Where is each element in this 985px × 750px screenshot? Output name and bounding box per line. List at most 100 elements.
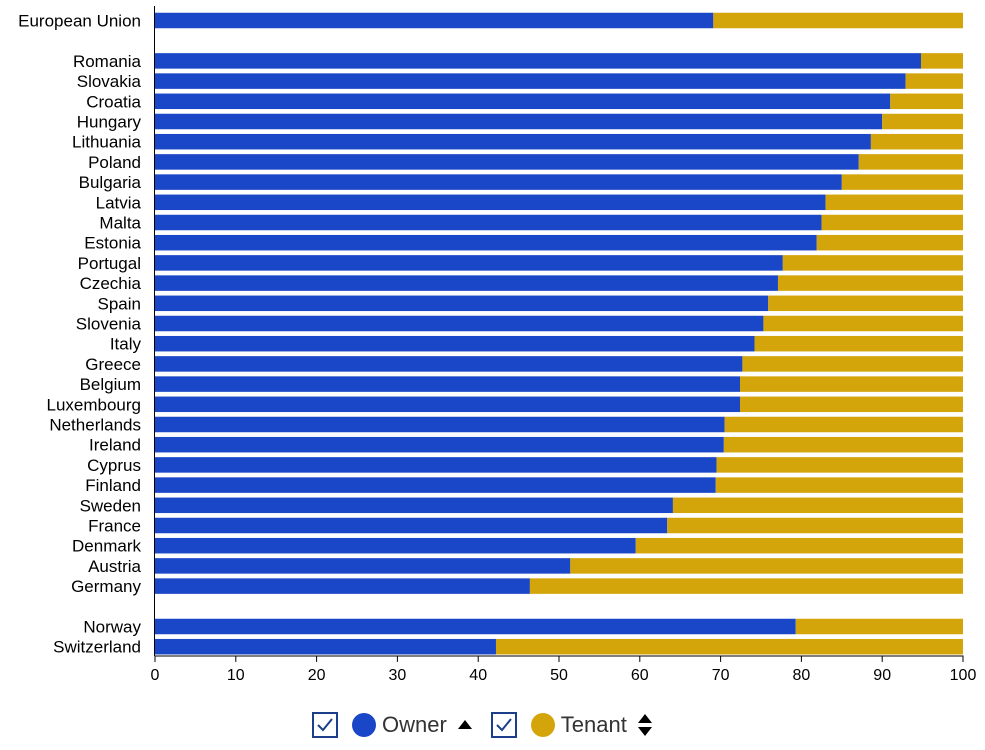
- bar-owner[interactable]: [155, 113, 883, 130]
- bar-owner[interactable]: [155, 73, 906, 89]
- category-label: Lithuania: [72, 133, 142, 152]
- bar-tenant[interactable]: [870, 133, 963, 150]
- bar-tenant[interactable]: [529, 578, 963, 594]
- bar-tenant[interactable]: [858, 154, 963, 170]
- category-label: Slovakia: [77, 72, 142, 91]
- bar-owner[interactable]: [155, 335, 755, 352]
- x-tick-label: 70: [712, 667, 730, 684]
- legend-item-tenant[interactable]: Tenant: [490, 712, 653, 738]
- bar-owner[interactable]: [155, 436, 724, 453]
- tenant-checkbox[interactable]: [490, 712, 517, 738]
- bar-owner[interactable]: [155, 578, 530, 594]
- bar-tenant[interactable]: [739, 396, 963, 413]
- bar-tenant[interactable]: [882, 113, 963, 130]
- x-tick-label: 60: [631, 667, 649, 684]
- category-label: Croatia: [86, 92, 141, 111]
- bar-tenant[interactable]: [825, 194, 963, 211]
- category-label: Hungary: [77, 113, 142, 132]
- x-tick-label: 30: [389, 667, 407, 684]
- bar-tenant[interactable]: [724, 416, 963, 433]
- x-tick-label: 80: [793, 667, 811, 684]
- bar-tenant[interactable]: [782, 255, 963, 271]
- bar-tenant[interactable]: [821, 214, 963, 231]
- bar-owner[interactable]: [155, 497, 673, 514]
- bar-owner[interactable]: [155, 255, 783, 271]
- bar-tenant[interactable]: [763, 315, 963, 332]
- bar-tenant[interactable]: [905, 73, 963, 89]
- bar-owner[interactable]: [155, 133, 871, 150]
- category-label: Czechia: [80, 274, 142, 293]
- sort-ascending-icon[interactable]: [457, 719, 473, 731]
- bar-owner[interactable]: [155, 154, 859, 170]
- bar-tenant[interactable]: [723, 436, 963, 453]
- category-label: Germany: [71, 577, 141, 596]
- tenant-legend-swatch: [530, 713, 555, 737]
- bar-tenant[interactable]: [495, 638, 963, 655]
- bar-tenant[interactable]: [667, 517, 963, 534]
- bar-tenant[interactable]: [890, 93, 963, 110]
- bar-tenant[interactable]: [739, 376, 963, 392]
- category-label: Spain: [98, 294, 141, 313]
- bar-owner[interactable]: [155, 315, 764, 332]
- bar-tenant[interactable]: [754, 335, 963, 352]
- owner-legend-swatch: [352, 713, 376, 737]
- tenant-legend-label: Tenant: [560, 712, 627, 737]
- category-label: Slovenia: [76, 315, 142, 334]
- category-label: Bulgaria: [79, 173, 142, 192]
- bar-tenant[interactable]: [742, 356, 963, 372]
- bar-owner[interactable]: [155, 194, 826, 211]
- bar-owner[interactable]: [155, 275, 778, 291]
- bar-owner[interactable]: [155, 174, 842, 190]
- checkmark-icon: [496, 718, 512, 732]
- bar-tenant[interactable]: [635, 537, 963, 554]
- bar-tenant[interactable]: [716, 457, 963, 473]
- x-tick-label: 10: [227, 667, 245, 684]
- bar-owner[interactable]: [155, 558, 571, 574]
- bar-tenant[interactable]: [816, 234, 963, 251]
- category-label: France: [88, 517, 141, 536]
- legend-item-owner[interactable]: Owner: [312, 712, 473, 738]
- category-label: Romania: [73, 52, 142, 71]
- owner-checkbox[interactable]: [312, 712, 338, 738]
- category-label: Ireland: [89, 436, 141, 455]
- category-label: European Union: [18, 12, 141, 31]
- x-tick-label: 90: [873, 667, 891, 684]
- category-label: Austria: [88, 557, 141, 576]
- sort-unsorted-icon[interactable]: [637, 713, 653, 737]
- x-tick-label: 100: [950, 667, 977, 684]
- bar-owner[interactable]: [155, 457, 717, 473]
- bars-group: [155, 12, 963, 655]
- bar-tenant[interactable]: [920, 53, 963, 69]
- bar-tenant[interactable]: [768, 295, 963, 312]
- bar-owner[interactable]: [155, 93, 891, 110]
- bar-owner[interactable]: [155, 214, 822, 231]
- bar-tenant[interactable]: [713, 12, 963, 29]
- bar-owner[interactable]: [155, 356, 743, 372]
- bar-owner[interactable]: [155, 234, 817, 251]
- category-label: Belgium: [80, 375, 141, 394]
- bar-tenant[interactable]: [777, 275, 963, 291]
- category-label: Portugal: [78, 254, 141, 273]
- bar-owner[interactable]: [155, 477, 716, 493]
- bar-owner[interactable]: [155, 396, 740, 413]
- bar-tenant[interactable]: [672, 497, 963, 514]
- bar-tenant[interactable]: [715, 477, 963, 493]
- bar-owner[interactable]: [155, 517, 668, 534]
- bar-owner[interactable]: [155, 638, 496, 655]
- bar-tenant[interactable]: [570, 558, 963, 574]
- bar-owner[interactable]: [155, 537, 636, 554]
- bar-owner[interactable]: [155, 376, 740, 392]
- bar-owner[interactable]: [155, 416, 725, 433]
- bar-owner[interactable]: [155, 618, 796, 635]
- bar-owner[interactable]: [155, 53, 921, 69]
- category-label: Luxembourg: [46, 395, 141, 414]
- bar-tenant[interactable]: [841, 174, 963, 190]
- bar-owner[interactable]: [155, 12, 714, 29]
- checkmark-icon: [317, 718, 333, 732]
- x-tick-label: 50: [550, 667, 568, 684]
- bar-owner[interactable]: [155, 295, 769, 312]
- category-label: Switzerland: [53, 638, 141, 657]
- legend: Owner Tenant: [312, 707, 653, 743]
- bar-tenant[interactable]: [795, 618, 963, 635]
